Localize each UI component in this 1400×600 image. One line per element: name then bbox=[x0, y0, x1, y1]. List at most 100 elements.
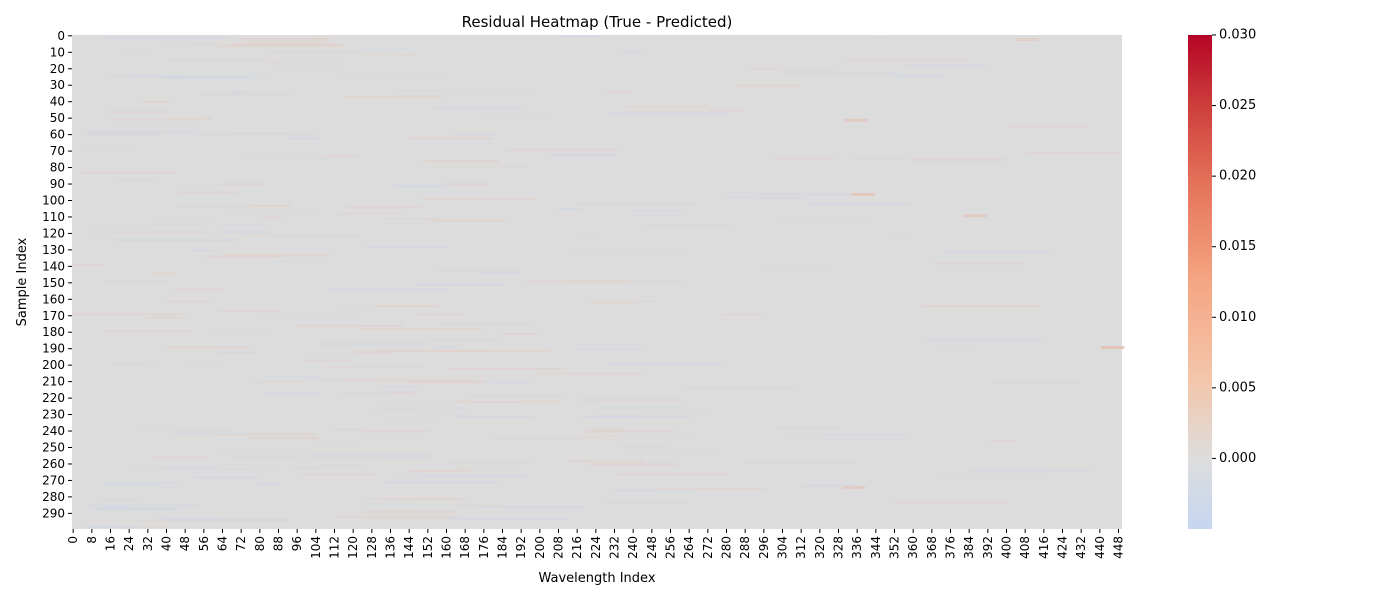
heatmap-streak bbox=[317, 342, 427, 346]
x-tick-label: 344 bbox=[869, 536, 883, 559]
heatmap-streak bbox=[312, 443, 357, 446]
heatmap-streak bbox=[734, 84, 800, 87]
heatmap-streak bbox=[116, 239, 236, 242]
heatmap-streak bbox=[116, 525, 173, 529]
heatmap-streak bbox=[165, 346, 250, 349]
heatmap-streak bbox=[114, 178, 156, 181]
heatmap-streak bbox=[242, 158, 331, 161]
x-tick-label: 208 bbox=[552, 536, 566, 559]
heatmap-streak bbox=[557, 207, 581, 211]
heatmap-streak bbox=[114, 481, 180, 484]
x-tick-label: 304 bbox=[776, 536, 790, 559]
heatmap-streak bbox=[335, 515, 457, 519]
heatmap-streak bbox=[426, 349, 551, 352]
heatmap-streak bbox=[410, 469, 471, 473]
y-tick-label: 230 bbox=[42, 408, 65, 422]
x-tick-label: 240 bbox=[626, 536, 640, 559]
x-tick-label: 136 bbox=[384, 536, 398, 559]
heatmap-streak bbox=[578, 398, 681, 402]
heatmap-streak bbox=[921, 305, 1041, 308]
x-tick-label: 216 bbox=[570, 536, 584, 559]
heatmap-streak bbox=[214, 433, 317, 436]
heatmap-streak bbox=[620, 445, 670, 448]
heatmap-streak bbox=[333, 72, 448, 76]
heatmap-streak bbox=[970, 469, 1092, 473]
x-tick-label: 264 bbox=[682, 536, 696, 559]
heatmap-streak bbox=[226, 132, 294, 135]
heatmap-streak bbox=[944, 250, 1052, 254]
heatmap-streak bbox=[321, 155, 357, 158]
heatmap-streak bbox=[450, 446, 511, 449]
heatmap-streak bbox=[457, 466, 516, 469]
heatmap-streak bbox=[293, 525, 366, 529]
colorbar-tick-label: 0.030 bbox=[1219, 28, 1256, 43]
x-tick-label: 120 bbox=[346, 536, 360, 559]
heatmap-streak bbox=[394, 184, 450, 188]
heatmap-streak bbox=[933, 262, 1024, 265]
y-tick-label: 220 bbox=[42, 391, 65, 405]
heatmap-streak bbox=[930, 471, 1048, 474]
heatmap-cell bbox=[842, 486, 866, 489]
heatmap-streak bbox=[270, 62, 345, 66]
heatmap-streak bbox=[447, 89, 541, 92]
heatmap-streak bbox=[298, 463, 383, 466]
heatmap-streak bbox=[286, 137, 320, 140]
heatmap-streak bbox=[720, 313, 765, 316]
y-tick-label: 10 bbox=[50, 45, 65, 59]
y-tick-label: 270 bbox=[42, 473, 65, 487]
heatmap-streak bbox=[382, 217, 439, 221]
heatmap-streak bbox=[104, 329, 191, 333]
heatmap-streak bbox=[524, 280, 630, 283]
heatmap-streak bbox=[377, 375, 490, 379]
heatmap-streak bbox=[601, 501, 688, 504]
x-tick-label: 200 bbox=[533, 536, 547, 559]
heatmap-streak bbox=[72, 263, 105, 267]
y-tick-label: 170 bbox=[42, 309, 65, 323]
heatmap-streak bbox=[384, 408, 411, 412]
x-tick-label: 440 bbox=[1093, 536, 1107, 559]
y-tick-label: 250 bbox=[42, 440, 65, 454]
heatmap-streak bbox=[121, 53, 154, 56]
heatmap-streak bbox=[268, 51, 392, 54]
heatmap-streak bbox=[576, 347, 644, 351]
x-tick-label: 48 bbox=[178, 536, 192, 551]
y-tick-label: 280 bbox=[42, 490, 65, 504]
y-tick-label: 60 bbox=[50, 128, 65, 142]
heatmap-streak bbox=[492, 436, 602, 440]
heatmap-streak bbox=[781, 438, 905, 441]
x-tick-label: 40 bbox=[160, 536, 174, 551]
heatmap-streak bbox=[261, 216, 285, 219]
heatmap-streak bbox=[361, 48, 411, 51]
heatmap-streak bbox=[153, 222, 222, 226]
colorbar bbox=[1188, 35, 1212, 529]
heatmap-streak bbox=[482, 380, 532, 384]
heatmap-streak bbox=[88, 130, 196, 133]
heatmap-streak bbox=[618, 473, 728, 476]
x-tick-label: 0 bbox=[66, 536, 80, 544]
heatmap-streak bbox=[265, 392, 322, 395]
heatmap-streak bbox=[93, 471, 184, 474]
x-tick-label: 376 bbox=[944, 536, 958, 559]
colorbar-tick-label: 0.025 bbox=[1219, 98, 1256, 113]
x-tick-label: 16 bbox=[104, 536, 118, 551]
heatmap-streak bbox=[331, 428, 364, 431]
heatmap-streak bbox=[163, 43, 247, 46]
heatmap-streak bbox=[359, 328, 483, 331]
heatmap-streak bbox=[300, 473, 378, 476]
heatmap-streak bbox=[888, 232, 912, 235]
heatmap-streak bbox=[132, 430, 231, 433]
heatmap-streak bbox=[422, 474, 527, 477]
heatmap-streak bbox=[891, 501, 1008, 504]
heatmap-streak bbox=[842, 58, 968, 61]
heatmap-cell bbox=[963, 214, 987, 218]
heatmap-streak bbox=[254, 318, 359, 321]
heatmap-streak bbox=[221, 224, 301, 227]
x-tick-label: 360 bbox=[906, 536, 920, 559]
x-tick-label: 448 bbox=[1112, 536, 1126, 559]
heatmap-streak bbox=[786, 342, 870, 346]
heatmap-streak bbox=[585, 430, 677, 433]
heatmap-cell bbox=[844, 118, 868, 122]
y-tick-label: 200 bbox=[42, 358, 65, 372]
x-tick-label: 352 bbox=[888, 536, 902, 559]
heatmap-streak bbox=[443, 183, 490, 186]
